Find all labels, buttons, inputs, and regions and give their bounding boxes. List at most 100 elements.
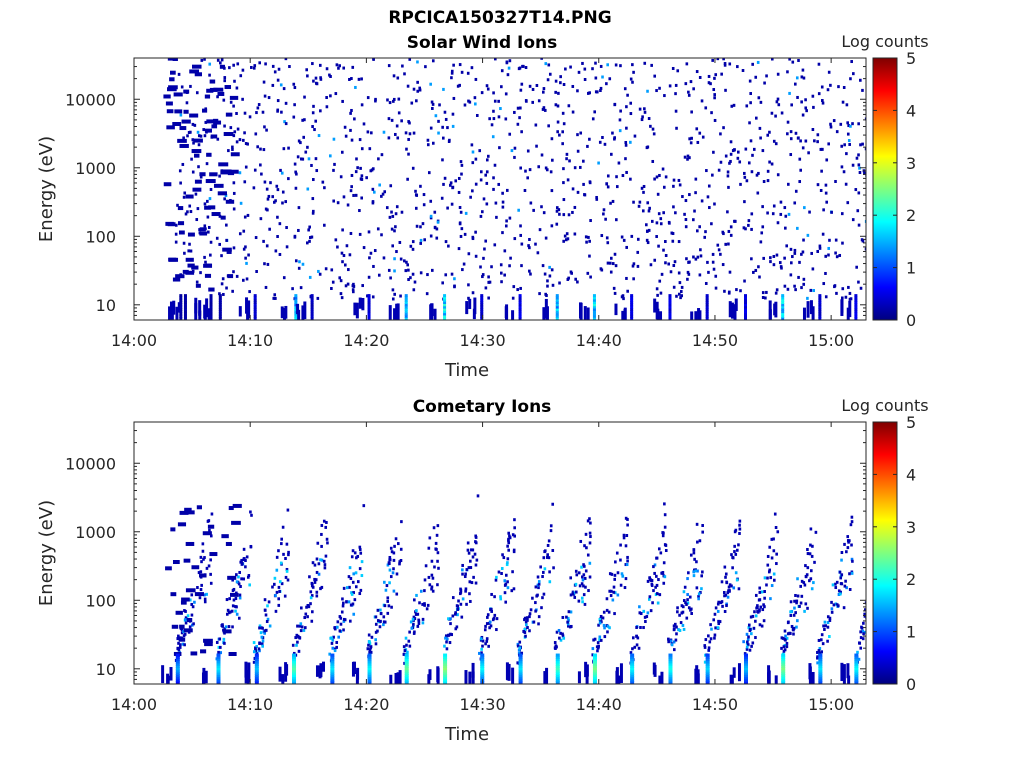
data-cell (393, 544, 396, 548)
data-cell (468, 580, 472, 584)
data-cell (629, 140, 632, 144)
data-cell (861, 629, 865, 633)
data-cell (629, 101, 633, 105)
data-cell (263, 262, 266, 266)
data-cell (781, 667, 786, 671)
data-cell (581, 578, 585, 582)
data-cell (789, 130, 793, 134)
data-cell (537, 165, 541, 169)
data-cell (165, 101, 173, 106)
data-cell (583, 564, 586, 568)
data-cell (748, 648, 752, 652)
data-cell (480, 305, 484, 309)
data-cell (748, 121, 751, 125)
data-cell (330, 678, 335, 682)
data-cell (789, 610, 792, 614)
data-cell (686, 277, 689, 281)
data-cell (561, 111, 565, 115)
data-cell (789, 137, 793, 141)
data-cell (459, 234, 463, 238)
data-cell (696, 540, 699, 544)
data-cell (619, 109, 622, 113)
data-cell (366, 130, 370, 134)
data-cell (646, 241, 650, 245)
data-cell (339, 279, 343, 283)
data-cell (805, 109, 808, 113)
data-cell (567, 624, 570, 628)
data-cell (388, 558, 392, 562)
data-cell (582, 159, 585, 163)
data-cell (254, 653, 259, 657)
data-cell (518, 294, 522, 298)
data-cell (516, 644, 520, 648)
data-cell (228, 66, 231, 70)
data-cell (350, 555, 354, 559)
data-cell (365, 176, 368, 180)
data-cell (547, 556, 551, 560)
data-cell (367, 664, 372, 668)
data-cell (768, 300, 772, 320)
data-cell (518, 300, 522, 304)
data-cell (664, 175, 668, 179)
data-cell (309, 236, 312, 240)
data-cell (367, 667, 372, 671)
data-cell (179, 303, 183, 307)
data-cell (827, 246, 831, 250)
data-cell (221, 534, 229, 539)
data-cell (341, 260, 344, 264)
data-cell (203, 202, 207, 206)
data-cell (249, 510, 252, 514)
data-cell (518, 669, 523, 673)
data-cell (222, 98, 226, 102)
data-cell (416, 80, 419, 84)
data-cell (413, 280, 417, 284)
data-cell (721, 263, 725, 267)
data-cell (781, 296, 785, 300)
data-cell (217, 650, 220, 654)
data-cell (842, 170, 846, 174)
data-cell (791, 60, 795, 64)
data-cell (222, 292, 225, 296)
data-cell (391, 297, 395, 301)
data-cell (643, 61, 647, 65)
data-cell (806, 547, 809, 551)
data-cell (429, 304, 433, 320)
data-cell (539, 565, 542, 569)
data-cell (464, 589, 467, 593)
data-cell (449, 183, 452, 187)
data-cell (216, 669, 221, 673)
data-cell (868, 103, 871, 106)
data-cell (488, 117, 491, 121)
data-cell (314, 76, 318, 80)
data-cell (594, 61, 597, 65)
data-cell (828, 618, 832, 622)
data-cell (292, 669, 297, 673)
data-cell (575, 590, 578, 594)
data-cell (232, 134, 236, 138)
data-cell (310, 307, 314, 311)
data-cell (183, 303, 187, 307)
data-cell (404, 131, 408, 135)
data-cell (262, 148, 266, 152)
data-cell (591, 653, 595, 657)
data-cell (671, 239, 675, 243)
data-cell (633, 645, 637, 649)
data-cell (686, 270, 690, 274)
data-cell (663, 513, 667, 517)
data-cell (200, 583, 203, 587)
data-cell (409, 244, 413, 248)
data-cell (285, 664, 289, 676)
data-cell (586, 553, 590, 557)
data-cell (664, 261, 667, 265)
data-cell (677, 240, 681, 244)
data-cell (175, 664, 180, 668)
data-cell (484, 624, 487, 628)
data-cell (542, 87, 546, 91)
data-cell (751, 614, 755, 618)
data-cell (369, 650, 373, 654)
data-cell (480, 317, 484, 320)
data-cell (472, 575, 475, 579)
data-cell (558, 133, 561, 137)
data-cell (526, 176, 529, 180)
data-cell (189, 210, 193, 214)
